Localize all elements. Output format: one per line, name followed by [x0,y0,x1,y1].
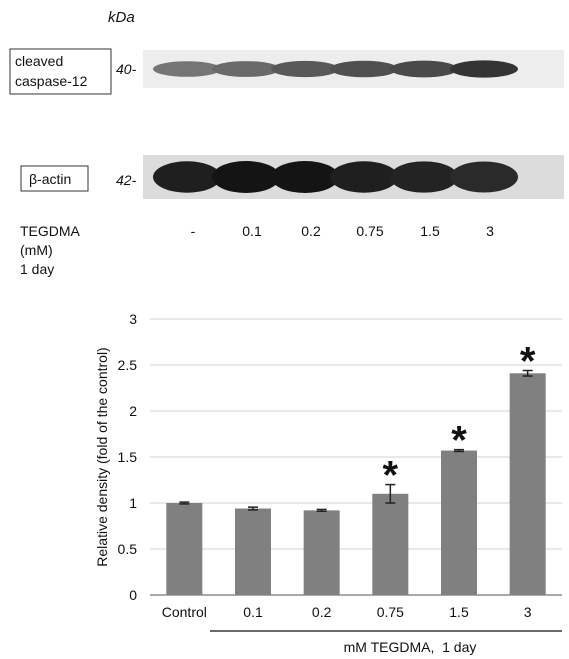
western-blot-panel: kDa cleaved caspase-12 40- β-actin 42- T… [9,9,564,277]
bar-3 [372,493,409,595]
y-axis-label: Relative density (fold of the control) [94,347,110,566]
significance-star-3: * [383,454,399,498]
marker-40: 40- [116,61,137,77]
error-bar-4 [454,448,464,453]
actin-band-1 [212,161,280,193]
y-tick-2: 1 [129,495,137,511]
caspase-band-1 [212,61,280,77]
x-tick-3: 0.75 [377,604,404,620]
x-tick-4: 1.5 [449,604,469,620]
x-tick-labels: Control 0.1 0.2 0.75 1.5 3 [162,604,532,620]
actin-band-5 [450,161,518,193]
x-tick-5: 3 [524,604,532,620]
lane-labels: - 0.1 0.2 0.75 1.5 3 [191,223,494,239]
kda-unit-label: kDa [108,9,135,26]
beta-actin-label-box [20,165,89,192]
y-tick-labels: 0 0.5 1 1.5 2 2.5 3 [118,311,138,603]
actin-bands [153,161,518,193]
x-axis-label: mM TEGDMA, 1 day [344,639,477,655]
caspase-band-4 [390,60,458,78]
bar-2 [303,510,340,595]
x-tick-1: 0.1 [243,604,263,620]
bar-4 [441,450,477,595]
error-bar-2 [316,508,327,513]
actin-band-2 [271,161,339,193]
y-tick-1: 0.5 [118,541,138,557]
significance-star-4: * [451,419,467,463]
y-tick-6: 3 [129,311,137,327]
significance-star-5: * [520,340,536,384]
error-bars [179,369,533,513]
error-bar-5 [522,369,533,377]
caspase-bands [153,60,518,78]
caspase-band-0 [153,61,221,77]
caspase-band-2 [271,60,339,78]
lane-label-0: - [191,223,196,239]
x-tick-2: 0.2 [312,604,332,620]
lane-label-2: 0.2 [301,223,321,239]
beta-actin-label: β-actin [29,171,71,187]
error-bar-0 [179,501,190,505]
lane-label-3: 0.75 [356,223,383,239]
lane-label-5: 3 [486,223,494,239]
treatment-label: TEGDMA (mM) 1 day [20,223,83,277]
actin-band-4 [390,161,458,193]
significance-markers: * * * [383,340,536,498]
y-tick-4: 2 [129,403,137,419]
error-bar-1 [248,506,258,511]
lane-label-1: 0.1 [242,223,262,239]
y-tick-5: 2.5 [118,357,138,373]
caspase-band-5 [450,60,518,78]
error-bar-3 [385,483,396,504]
y-tick-3: 1.5 [118,449,138,465]
bar-5 [509,373,546,595]
bar-0 [166,503,203,595]
cleaved-caspase-label-box [9,48,112,95]
caspase-band-3 [330,60,398,78]
cleaved-caspase-label: cleaved caspase-12 [15,53,88,89]
x-tick-0: Control [162,604,207,620]
bar-1 [235,508,271,595]
actin-band-3 [330,161,398,193]
y-tick-0: 0 [129,587,137,603]
bars [166,373,546,595]
gridlines [150,318,562,596]
marker-42: 42- [116,172,137,188]
lane-label-4: 1.5 [420,223,440,239]
actin-band-0 [153,161,221,193]
